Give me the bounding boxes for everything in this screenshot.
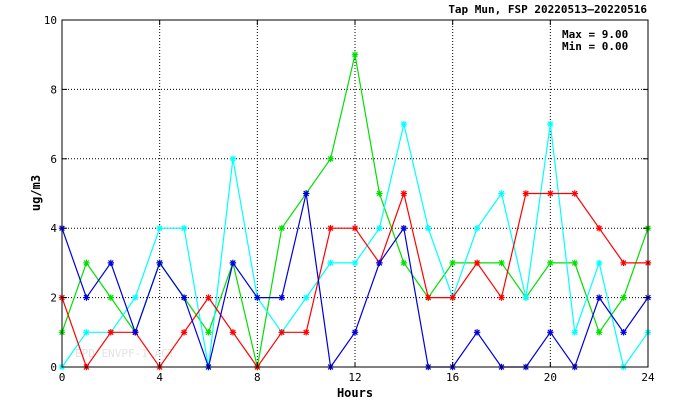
data-point	[449, 294, 456, 301]
data-point	[376, 259, 383, 267]
data-point	[180, 294, 188, 301]
max-label: Max = 9.00	[562, 28, 628, 41]
chart-title: Tap Mun, FSP 20220513–20220516	[448, 3, 647, 16]
data-point	[156, 225, 163, 232]
series-line	[61, 191, 648, 369]
x-tick-label: 24	[641, 371, 655, 384]
axis-ticks	[61, 19, 649, 368]
data-point	[400, 190, 408, 197]
data-point	[400, 120, 408, 128]
data-point	[83, 294, 90, 301]
data-point	[498, 294, 505, 301]
y-tick-label: 0	[50, 361, 57, 374]
data-point	[180, 225, 188, 232]
min-label: Min = 0.00	[562, 40, 628, 53]
data-point	[547, 120, 554, 128]
x-tick-label: 4	[156, 371, 163, 384]
data-point	[327, 225, 334, 232]
data-point	[571, 259, 578, 267]
data-point	[351, 329, 359, 336]
data-point	[205, 294, 212, 301]
data-point	[522, 294, 530, 301]
data-point	[205, 329, 212, 336]
data-point	[571, 190, 578, 197]
data-point	[107, 329, 115, 336]
data-point	[83, 259, 90, 267]
data-point	[302, 294, 310, 301]
data-point	[327, 259, 334, 267]
data-point	[351, 225, 359, 232]
data-point	[571, 329, 578, 336]
data-point	[254, 294, 261, 301]
y-tick-label: 8	[50, 83, 57, 96]
data-point	[547, 259, 554, 267]
x-axis-label: Hours	[337, 386, 373, 400]
data-point	[522, 190, 530, 197]
series-1	[58, 51, 652, 371]
series-line	[61, 193, 649, 370]
data-point	[351, 259, 359, 267]
data-point	[278, 225, 285, 232]
y-tick-label: 4	[50, 222, 57, 235]
data-point	[473, 329, 481, 336]
data-point	[547, 329, 554, 336]
data-point	[449, 259, 456, 267]
y-tick-label: 2	[50, 292, 57, 305]
data-point	[83, 329, 90, 336]
data-point	[620, 329, 627, 336]
data-point	[132, 294, 139, 301]
data-point	[425, 294, 432, 301]
x-tick-label: 0	[59, 371, 66, 384]
data-point	[595, 329, 603, 336]
x-tick-label: 12	[348, 371, 361, 384]
grid-lines	[62, 20, 648, 367]
data-point	[620, 294, 627, 301]
data-point	[229, 329, 237, 336]
series-layer	[58, 51, 652, 371]
data-point	[327, 155, 334, 162]
y-tick-label: 6	[50, 153, 57, 166]
data-point	[132, 329, 139, 336]
data-point	[376, 190, 383, 197]
data-point	[278, 294, 285, 301]
data-point	[278, 329, 285, 336]
watermark-text: EPD ENVPF-1 ACT	[75, 347, 175, 360]
data-point	[473, 225, 481, 232]
y-axis-label: ug/m3	[29, 175, 43, 211]
data-point	[302, 190, 310, 197]
data-point	[425, 225, 432, 232]
data-point	[595, 225, 603, 232]
data-point	[376, 225, 383, 232]
series-3	[58, 190, 652, 371]
y-tick-label: 10	[44, 14, 57, 27]
data-point	[400, 259, 408, 267]
data-point	[498, 259, 505, 267]
x-tick-label: 16	[446, 371, 459, 384]
x-tick-label: 20	[544, 371, 557, 384]
data-point	[498, 190, 505, 197]
series-4	[58, 190, 652, 371]
data-point	[351, 51, 359, 58]
data-point	[107, 259, 115, 267]
data-point	[107, 294, 115, 301]
data-point	[595, 259, 603, 267]
data-point	[180, 329, 188, 336]
data-point	[229, 155, 237, 162]
data-point	[229, 259, 237, 267]
data-point	[302, 329, 310, 336]
x-tick-label: 8	[254, 371, 261, 384]
data-point	[156, 259, 163, 267]
data-point	[620, 259, 627, 267]
data-point	[473, 259, 481, 267]
data-point	[595, 294, 603, 301]
data-point	[400, 225, 408, 232]
data-point	[547, 190, 554, 197]
